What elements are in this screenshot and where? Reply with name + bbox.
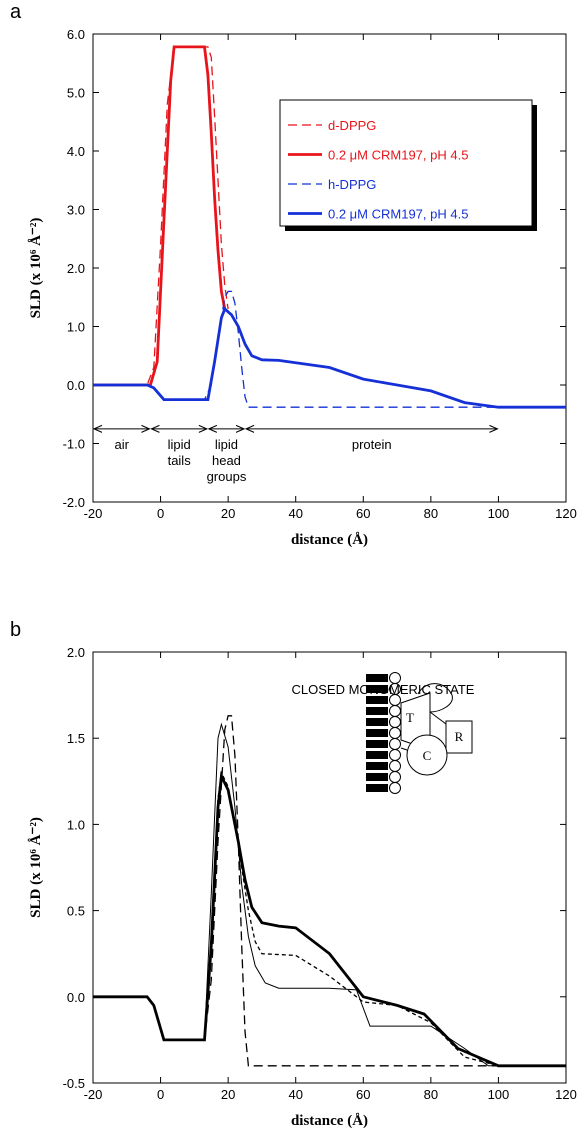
y-tick-label: 2.0 [67,261,85,276]
legend: d-DPPG 0.2 μM CRM197, pH 4.5 h-DPPG 0.2 μM … [279,99,537,231]
arrow-head [92,424,151,433]
y-tick-label: 5.0 [67,86,85,101]
panel-label: b [10,619,21,641]
region-label: lipid [215,437,238,452]
arrow-head [150,424,209,433]
inset-label: T [406,710,414,725]
y-tick-label: 1.5 [67,731,85,746]
legend-box [279,99,533,227]
x-tick-label: 0 [157,506,164,521]
y-tick-label: 6.0 [67,27,85,42]
x-tick-label: 20 [221,506,235,521]
x-tick-label: -20 [84,1087,103,1102]
legend-label: h-DPPG [328,177,376,192]
x-tick-label: 120 [555,506,577,521]
x-axis-label: distance (Å) [291,532,368,548]
data-line [93,722,566,1067]
data-line [93,770,566,1067]
y-tick-label: 2.0 [67,645,85,660]
inset-label: C [423,748,432,763]
data-line [93,715,566,1067]
x-tick-label: -20 [84,506,103,521]
inset-diagram [366,672,473,794]
region-label: air [114,437,129,452]
y-tick-label: 1.0 [67,817,85,832]
region-label: protein [352,437,392,452]
y-tick-label: 1.0 [67,320,85,335]
x-tick-label: 100 [488,1087,510,1102]
inset-label: R [455,729,464,744]
y-axis-label: SLD (x 10⁶ Å⁻²) [28,218,44,319]
plot-frame [92,651,567,1084]
data-line [93,45,227,387]
x-tick-label: 0 [157,1087,164,1102]
x-tick-label: 60 [356,506,370,521]
region-label: tails [168,453,192,468]
region-label: lipid [168,437,191,452]
arrow-head [244,424,499,433]
y-tick-label: -2.0 [63,495,85,510]
data-line [93,290,566,408]
y-tick-label: -1.0 [63,437,85,452]
y-tick-label: 0.5 [67,904,85,919]
data-line [93,771,566,1068]
region-label: head [212,453,241,468]
data-line [93,46,229,386]
y-tick-label: -0.5 [63,1076,85,1091]
y-tick-label: 0.0 [67,378,85,393]
legend-label: 0.2 μM CRM197, pH 4.5 [328,148,468,163]
x-tick-label: 80 [424,1087,438,1102]
x-tick-label: 60 [356,1087,370,1102]
x-tick-label: 100 [488,506,510,521]
y-axis-label: SLD (x 10⁶ Å⁻²) [28,817,44,918]
data-line [93,306,566,409]
y-tick-label: 3.0 [67,203,85,218]
x-tick-label: 40 [288,506,302,521]
x-tick-label: 120 [555,1087,577,1102]
panel-label: a [10,1,22,23]
legend-label: 0.2 μM CRM197, pH 4.5 [328,207,468,222]
y-tick-label: 0.0 [67,990,85,1005]
x-axis-label: distance (Å) [291,1113,368,1129]
x-tick-label: 80 [424,506,438,521]
y-tick-label: 4.0 [67,144,85,159]
arrow-head [207,424,246,433]
annotation: CLOSED MONOMERIC STATE [292,682,475,697]
x-tick-label: 40 [288,1087,302,1102]
legend-label: d-DPPG [328,118,376,133]
region-label: groups [207,469,247,484]
x-tick-label: 20 [221,1087,235,1102]
